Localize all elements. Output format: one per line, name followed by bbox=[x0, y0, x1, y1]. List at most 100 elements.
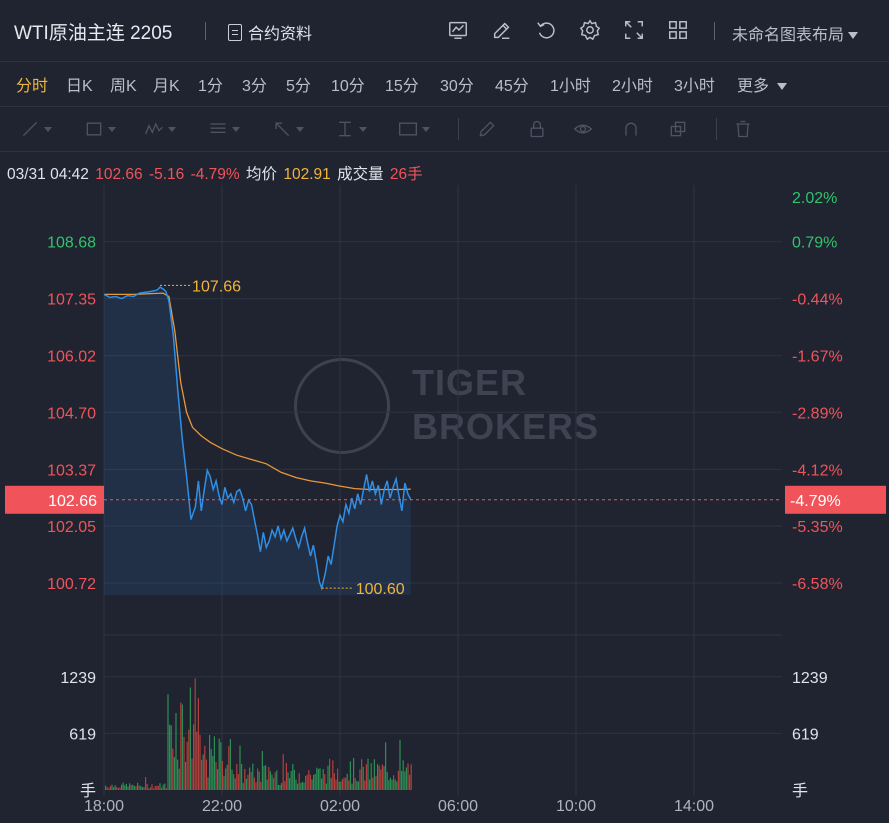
volume-bar bbox=[378, 765, 380, 790]
volume-bar bbox=[207, 777, 209, 790]
settings-icon[interactable] bbox=[576, 16, 604, 44]
fib-tool-icon[interactable] bbox=[208, 116, 244, 142]
price-tick-label: 100.72 bbox=[47, 576, 96, 593]
tab-daily-k[interactable]: 日K bbox=[66, 78, 93, 95]
quote-price: 102.66 bbox=[95, 166, 143, 183]
trash-icon[interactable] bbox=[733, 116, 769, 142]
volume-bar bbox=[125, 783, 127, 790]
volume-bar bbox=[317, 768, 319, 790]
tab-1hour[interactable]: 1小时 bbox=[550, 78, 591, 95]
volume-bar bbox=[215, 762, 217, 790]
price-tick-label: 107.35 bbox=[47, 292, 96, 309]
quote-change-pct: -4.79% bbox=[190, 166, 240, 183]
tab-3hour[interactable]: 3小时 bbox=[674, 78, 715, 95]
volume-bar bbox=[197, 698, 199, 790]
tab-intraday[interactable]: 分时 bbox=[16, 78, 49, 95]
volume-bar bbox=[284, 781, 286, 790]
volume-bar bbox=[145, 777, 147, 790]
pen-icon[interactable] bbox=[477, 116, 513, 142]
volume-bar bbox=[316, 767, 318, 790]
tab-5min[interactable]: 5分 bbox=[286, 78, 311, 95]
volume-bar bbox=[277, 784, 279, 790]
tab-monthly-k[interactable]: 月K bbox=[153, 78, 180, 95]
tab-2hour[interactable]: 2小时 bbox=[612, 78, 653, 95]
volume-bar bbox=[244, 768, 246, 790]
volume-bar bbox=[252, 763, 254, 790]
volume-bar bbox=[205, 759, 207, 790]
volume-bar bbox=[133, 785, 135, 790]
tab-1min[interactable]: 1分 bbox=[198, 78, 223, 95]
lock-icon[interactable] bbox=[527, 116, 563, 142]
rect-tool-icon[interactable] bbox=[84, 116, 120, 142]
volume-bar bbox=[114, 785, 116, 790]
volume-bar bbox=[281, 783, 283, 790]
tab-15min[interactable]: 15分 bbox=[385, 78, 419, 95]
volume-bar bbox=[148, 788, 150, 790]
volume-bar bbox=[116, 786, 118, 790]
line-tool-icon[interactable] bbox=[20, 116, 56, 142]
volume-bar bbox=[332, 760, 334, 790]
symbol-title[interactable]: WTI原油主连 2205 bbox=[14, 23, 173, 44]
volume-bar bbox=[282, 754, 284, 790]
x-tick-label: 18:00 bbox=[84, 798, 124, 815]
volume-bar bbox=[217, 769, 219, 790]
draw-icon[interactable] bbox=[488, 16, 516, 44]
watermark: TIGER BROKERS bbox=[294, 358, 598, 454]
volume-bar bbox=[173, 757, 175, 790]
contract-info-button[interactable]: 合约资料 bbox=[228, 20, 312, 44]
price-tick-label: 103.37 bbox=[47, 462, 96, 479]
text-tool-icon[interactable] bbox=[398, 116, 434, 142]
volume-bar bbox=[306, 774, 308, 790]
avg-label: 均价 bbox=[246, 166, 278, 183]
tab-3min[interactable]: 3分 bbox=[242, 78, 267, 95]
volume-bar bbox=[375, 775, 377, 790]
tab-10min[interactable]: 10分 bbox=[331, 78, 365, 95]
pct-tick-label: -1.67% bbox=[792, 349, 843, 366]
tab-more[interactable]: 更多 bbox=[737, 72, 788, 96]
volume-bar bbox=[181, 704, 183, 790]
grid-layout-icon[interactable] bbox=[664, 16, 692, 44]
volume-bar bbox=[253, 777, 255, 790]
volume-bar bbox=[220, 742, 222, 790]
volume-bar bbox=[241, 764, 243, 790]
fullscreen-icon[interactable] bbox=[620, 16, 648, 44]
eye-icon[interactable] bbox=[573, 116, 609, 142]
tab-weekly-k[interactable]: 周K bbox=[110, 78, 137, 95]
arrow-tool-icon[interactable] bbox=[272, 116, 308, 142]
volume-bar bbox=[351, 783, 353, 790]
price-chart[interactable]: 18:00 22:00 02:00 06:00 10:00 14:00 2.02% 108.6… bbox=[0, 185, 889, 823]
volume-bar bbox=[303, 782, 305, 790]
volume-bar bbox=[367, 758, 369, 790]
x-tick-label: 14:00 bbox=[674, 798, 714, 815]
drawing-toolbar bbox=[0, 106, 889, 152]
tab-30min[interactable]: 30分 bbox=[440, 78, 474, 95]
volume-bar bbox=[274, 772, 276, 790]
volume-bar bbox=[135, 786, 137, 790]
volume-bar bbox=[343, 777, 345, 790]
volume-bar bbox=[225, 768, 227, 790]
volume-bar bbox=[361, 759, 363, 790]
volume-bar bbox=[370, 763, 372, 790]
volume-bar bbox=[314, 773, 316, 790]
volume-bar bbox=[237, 774, 239, 790]
pattern-tool-icon[interactable] bbox=[144, 116, 180, 142]
indicator-icon[interactable] bbox=[444, 16, 472, 44]
volume-bar bbox=[221, 760, 223, 790]
top-toolbar bbox=[0, 0, 889, 62]
volume-bar bbox=[297, 783, 299, 790]
tab-45min[interactable]: 45分 bbox=[495, 78, 529, 95]
pct-tick-label: -6.58% bbox=[792, 576, 843, 593]
watermark-line1: TIGER bbox=[412, 362, 528, 403]
volume-bar bbox=[397, 770, 399, 790]
document-icon bbox=[228, 23, 242, 41]
volume-bar bbox=[300, 782, 302, 790]
layers-icon[interactable] bbox=[668, 116, 704, 142]
magnet-icon[interactable] bbox=[621, 116, 657, 142]
layout-dropdown[interactable]: 未命名图表布局 bbox=[732, 21, 859, 45]
undo-icon[interactable] bbox=[532, 16, 560, 44]
volume-bar bbox=[333, 773, 335, 790]
measure-tool-icon[interactable] bbox=[335, 116, 371, 142]
volume-bar bbox=[396, 781, 398, 790]
volume-bar bbox=[287, 772, 289, 790]
volume-bar bbox=[223, 775, 225, 790]
